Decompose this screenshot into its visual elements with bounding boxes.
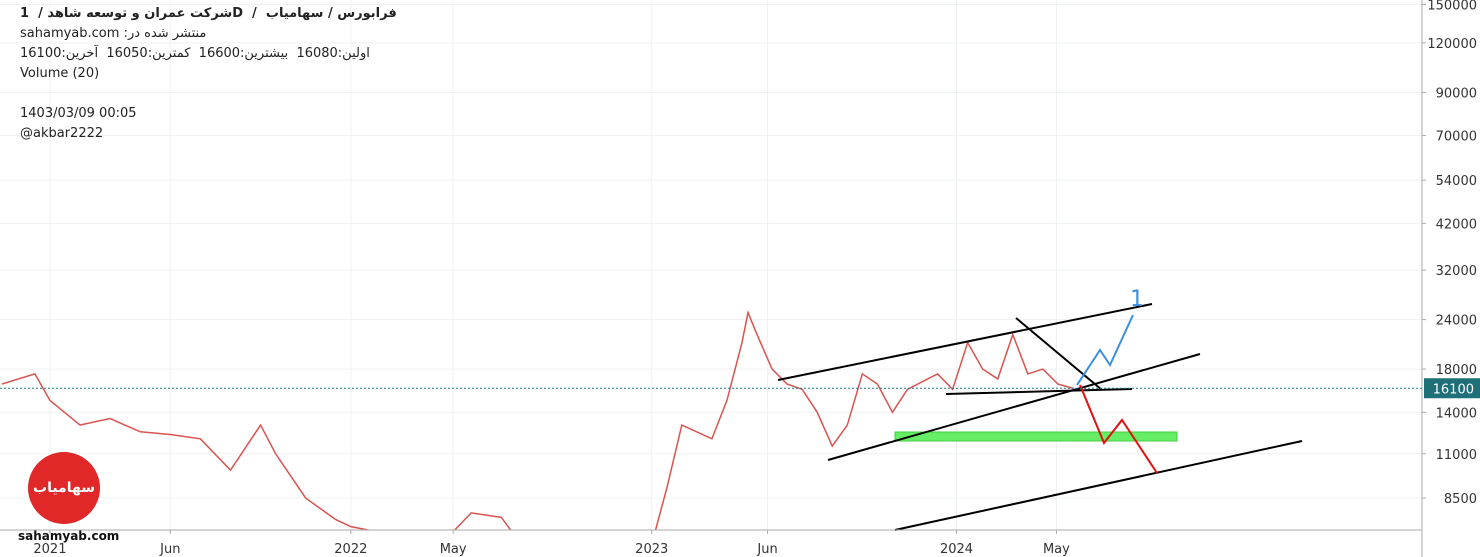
ohlc: اولین:16080 بیشترین:16600 کمترین:16050 آ… xyxy=(20,46,370,61)
bull-path xyxy=(1076,314,1134,386)
volume: Volume (20) xyxy=(20,66,100,81)
y-tick-label: 90000 xyxy=(1436,86,1477,101)
y-tick-label: 8500 xyxy=(1444,492,1477,507)
logo-text: سهامیاب xyxy=(33,480,95,496)
trend-line xyxy=(945,388,1133,395)
y-tick-label: 150000 xyxy=(1427,0,1477,14)
y-tick-label: 24000 xyxy=(1436,314,1477,329)
y-tick-label: 70000 xyxy=(1436,130,1477,145)
x-tick-label: Jun xyxy=(159,542,180,557)
last-price-tag xyxy=(1424,378,1480,399)
trend-line xyxy=(894,440,1303,531)
trend-line xyxy=(777,303,1153,381)
watermark: sahamyab.com xyxy=(18,529,119,543)
date: 1403/03/09 00:05 xyxy=(20,106,137,121)
bear-path xyxy=(1079,384,1158,474)
annotation: 1 xyxy=(1130,287,1144,312)
x-tick-label: 2024 xyxy=(940,542,973,557)
trend-line xyxy=(827,353,1201,461)
x-tick-label: Jun xyxy=(756,542,777,557)
x-tick-label: 2023 xyxy=(635,542,668,557)
y-tick-label: 18000 xyxy=(1436,363,1477,378)
x-tick-label: May xyxy=(440,542,467,557)
drawings xyxy=(777,303,1303,531)
y-tick-label: 11000 xyxy=(1436,448,1477,463)
x-tick-label: May xyxy=(1043,542,1070,557)
y-tick-label: 54000 xyxy=(1436,174,1477,189)
y-tick-label: 42000 xyxy=(1436,217,1477,232)
x-tick-label: 2021 xyxy=(33,542,66,557)
last-price-label: 16100 xyxy=(1433,382,1474,397)
author: @akbar2222 xyxy=(20,126,104,141)
trend-line xyxy=(1015,317,1103,391)
published: sahamyab.com :منتشر شده در xyxy=(20,26,207,41)
x-tick-label: 2022 xyxy=(334,542,367,557)
y-tick-label: 32000 xyxy=(1436,264,1477,279)
title: شرکت عمران و توسعه شاهد / 1D / فرابورس /… xyxy=(20,6,397,21)
price-line xyxy=(1,310,1074,530)
support-zone xyxy=(894,431,1178,442)
logo xyxy=(28,452,100,524)
y-tick-label: 120000 xyxy=(1427,37,1477,52)
y-tick-label: 14000 xyxy=(1436,406,1477,421)
